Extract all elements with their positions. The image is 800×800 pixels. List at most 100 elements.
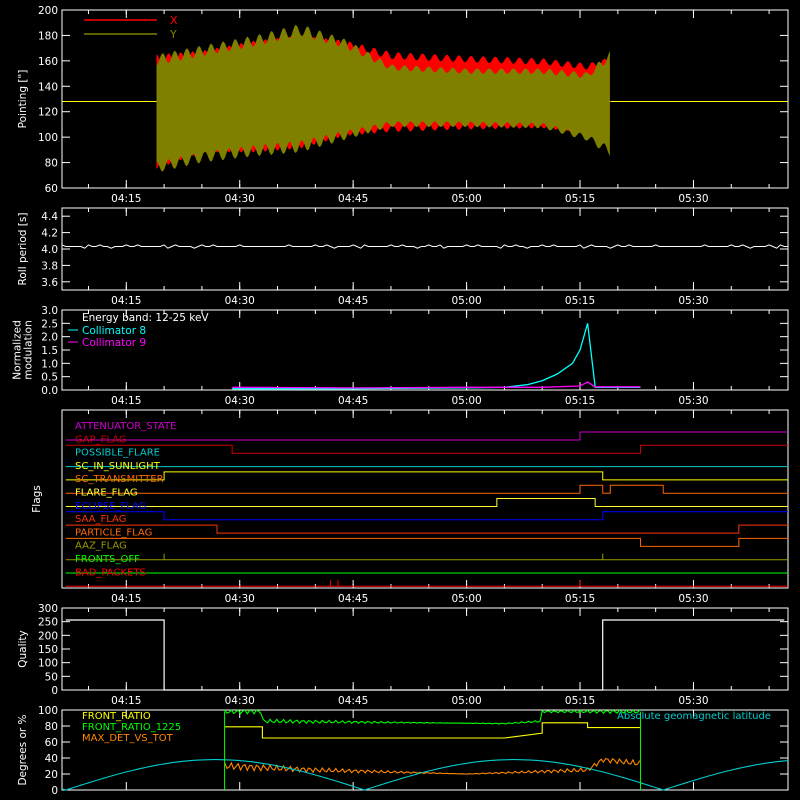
ratios-series-front_ratio_1225 — [224, 709, 641, 725]
quality-ytick-label: 250 — [38, 617, 58, 629]
ratios-legend-label: FRONT_RATIO_1225 — [82, 722, 181, 733]
modulation-ytick-label: 0.0 — [41, 385, 58, 397]
quality-xtick-label: 05:00 — [451, 695, 481, 707]
ratios-ytick-label: 100 — [38, 705, 58, 717]
roll-xtick-label: 05:15 — [565, 295, 595, 307]
flag-label-eclipse_flag: ECLIPSE_FLAG — [75, 501, 146, 512]
ratios-ytick-label: 20 — [45, 769, 58, 781]
flag-label-sc_transmitter: SC_TRANSMITTER — [75, 474, 164, 485]
roll-ylabel: Roll period [s] — [17, 213, 29, 286]
quality-ytick-label: 100 — [38, 658, 58, 670]
ratios-series-max_det_vs_tot — [224, 757, 641, 775]
ratios-ytick-label: 80 — [45, 721, 58, 733]
flags-xtick-label: 05:30 — [678, 593, 708, 605]
ratios-ytick-label: 0 — [51, 785, 58, 797]
flags-xtick-label: 05:15 — [565, 593, 595, 605]
quality-xtick-label: 04:45 — [338, 695, 368, 707]
quality-series — [65, 619, 785, 691]
quality-xtick-label: 05:30 — [678, 695, 708, 707]
flag-label-flare_flag: FLARE_FLAG — [75, 488, 138, 499]
roll-xtick-label: 04:45 — [338, 295, 368, 307]
pointing-xtick-label: 04:45 — [338, 193, 368, 205]
roll-ytick-label: 4.4 — [41, 211, 58, 223]
flag-label-attenuator_state: ATTENUATOR_STATE — [75, 421, 176, 432]
modulation-annotation: Energy band: 12-25 keV — [82, 312, 209, 324]
modulation-legend-label: Collimator 8 — [82, 325, 146, 337]
roll-series — [61, 244, 788, 249]
quality-xtick-label: 05:15 — [565, 695, 595, 707]
pointing-xtick-label: 04:30 — [225, 193, 255, 205]
flag-label-possible_flare: POSSIBLE_FLARE — [75, 448, 160, 459]
flags-xtick-label: 04:30 — [225, 593, 255, 605]
roll-xtick-label: 04:30 — [225, 295, 255, 307]
pointing-xtick-label: 05:15 — [565, 193, 595, 205]
quality-ytick-label: 50 — [45, 671, 58, 683]
flag-label-saa_flag: SAA_FLAG — [75, 514, 126, 525]
flag-trace-saa_flag — [65, 524, 788, 534]
quality-xtick-label: 04:15 — [111, 695, 141, 707]
modulation-ytick-label: 2.5 — [41, 318, 58, 330]
quality-ylabel: Quality — [17, 630, 29, 668]
flags-xtick-label: 05:00 — [451, 593, 481, 605]
pointing-ytick-label: 100 — [38, 132, 58, 144]
modulation-ytick-label: 3.0 — [41, 305, 58, 317]
flag-label-sc_in_sunlight: SC_IN_SUNLIGHT — [75, 461, 161, 472]
modulation-ytick-label: 2.0 — [41, 332, 58, 344]
flag-trace-eclipse_flag — [65, 511, 788, 521]
flag-trace-gap_flag — [65, 444, 788, 454]
quality-xtick-label: 04:30 — [225, 695, 255, 707]
modulation-legend-label: Collimator 9 — [82, 337, 146, 349]
modulation-xtick-label: 05:15 — [565, 395, 595, 407]
flag-label-bad_packets: BAD_PACKETS — [75, 567, 146, 578]
ratios-ytick-label: 60 — [45, 737, 58, 749]
ratios-legend-geo: Absolute geomagnetic latitude — [617, 711, 771, 722]
flags-xtick-label: 04:15 — [111, 593, 141, 605]
quality-ytick-label: 300 — [38, 603, 58, 615]
flag-label-fronts_off: FRONTS_OFF — [75, 554, 140, 565]
pointing-ytick-label: 120 — [38, 107, 58, 119]
flag-trace-sc_transmitter — [65, 484, 788, 494]
roll-ytick-label: 3.8 — [41, 260, 58, 272]
pointing-series-y — [156, 25, 610, 172]
flag-trace-sc_in_sunlight — [65, 471, 788, 481]
flag-label-gap_flag: GAP_FLAG — [75, 434, 127, 445]
pointing-ytick-label: 60 — [45, 183, 58, 195]
pointing-xtick-label: 04:15 — [111, 193, 141, 205]
legend-label-x: X — [170, 14, 178, 27]
pointing-ylabel: Pointing ["] — [17, 70, 29, 129]
quality-ytick-label: 200 — [38, 630, 58, 642]
pointing-ytick-label: 140 — [38, 81, 58, 93]
modulation-xtick-label: 04:45 — [338, 395, 368, 407]
flag-label-aaz_flag: AAZ_FLAG — [75, 541, 127, 552]
ratios-legend-label: FRONT_RATIO — [82, 711, 151, 722]
pointing-xtick-label: 05:00 — [451, 193, 481, 205]
modulation-ytick-label: 0.5 — [41, 372, 58, 384]
roll-ytick-label: 4.0 — [41, 244, 58, 256]
pointing-xtick-label: 05:30 — [678, 193, 708, 205]
roll-xtick-label: 05:30 — [678, 295, 708, 307]
roll-frame — [61, 207, 789, 291]
flag-trace-attenuator_state — [65, 431, 788, 441]
modulation-ylabel: Normalized — [12, 320, 24, 380]
flag-trace-particle_flag — [65, 537, 788, 547]
flag-label-particle_flag: PARTICLE_FLAG — [75, 527, 152, 538]
flags-frame — [61, 409, 789, 589]
modulation-xtick-label: 04:15 — [111, 395, 141, 407]
modulation-ylabel: modulation — [23, 320, 35, 379]
roll-xtick-label: 04:15 — [111, 295, 141, 307]
pointing-ytick-label: 180 — [38, 30, 58, 42]
ratios-ylabel: Degrees or % — [17, 714, 29, 785]
legend-label-y: Y — [169, 28, 177, 41]
pointing-ytick-label: 200 — [38, 5, 58, 17]
modulation-ytick-label: 1.0 — [41, 358, 58, 370]
modulation-series-8 — [232, 323, 641, 390]
ratios-series-absolute-geomagnetic-latitude — [61, 759, 789, 791]
modulation-xtick-label: 05:00 — [451, 395, 481, 407]
flags-xtick-label: 04:45 — [338, 593, 368, 605]
modulation-ytick-label: 1.5 — [41, 345, 58, 357]
modulation-xtick-label: 05:30 — [678, 395, 708, 407]
quality-ytick-label: 0 — [51, 685, 58, 697]
ratios-series-front_ratio — [224, 722, 641, 739]
flags-ylabel: Flags — [31, 485, 43, 513]
ratios-ytick-label: 40 — [45, 753, 58, 765]
